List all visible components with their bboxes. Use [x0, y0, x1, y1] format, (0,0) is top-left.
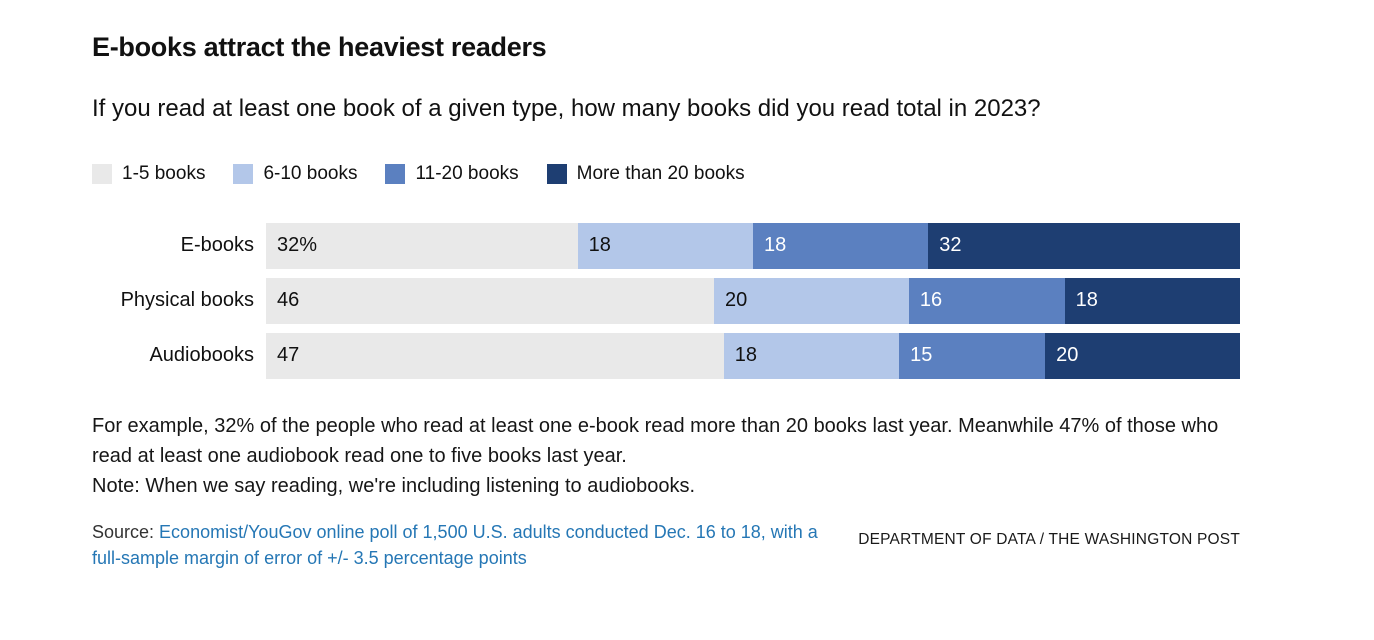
legend-swatch: [233, 163, 254, 184]
attribution: DEPARTMENT OF DATA / THE WASHINGTON POST: [858, 530, 1240, 548]
bar-segment: 47: [266, 332, 724, 379]
legend-swatch: [92, 163, 112, 184]
bar-segment: 20: [714, 277, 909, 324]
legend-label: 11-20 books: [415, 162, 519, 184]
bar-segment: 18: [723, 332, 900, 379]
bar-track: 47 18 15 20: [266, 332, 1240, 379]
chart-legend: 1-5 books 6-10 books 11-20 books More than …: [92, 163, 1240, 185]
example-note: For example, 32% of the people who read …: [92, 414, 1219, 467]
stacked-bar-chart: E-books 32% 18 18 32 Physical books 46 20 16 18 Au…: [92, 222, 1240, 379]
legend-swatch: [546, 163, 567, 184]
legend-label: 1-5 books: [122, 162, 206, 184]
bar-segment: 18: [752, 222, 929, 269]
chart-subtitle: If you read at least one book of a given…: [92, 95, 1041, 122]
bar-row: Physical books 46 20 16 18: [92, 277, 1240, 324]
chart-card: E-books attract the heaviest readers If …: [92, 32, 1240, 571]
legend-label: More than 20 books: [576, 162, 745, 184]
legend-item: 6-10 books: [233, 163, 357, 185]
bar-segment: 16: [908, 277, 1065, 324]
source-text: Source: Economist/YouGov online poll of …: [92, 519, 840, 571]
legend-label: 6-10 books: [263, 162, 358, 184]
bar-segment: 20: [1045, 332, 1240, 379]
bar-segment: 32: [928, 222, 1240, 269]
bar-segment: 15: [899, 332, 1046, 379]
legend-item: More than 20 books: [546, 162, 745, 185]
bar-segment: 46: [266, 277, 715, 324]
chart-title: E-books attract the heaviest readers: [92, 32, 547, 62]
bar-row: Audiobooks 47 18 15 20: [92, 332, 1240, 379]
legend-swatch: [385, 163, 406, 184]
source-link[interactable]: Economist/YouGov online poll of 1,500 U.…: [92, 521, 818, 568]
bar-row: E-books 32% 18 18 32: [92, 222, 1240, 269]
notes-block: For example, 32% of the people who read …: [92, 411, 1240, 501]
bar-segment: 18: [577, 222, 753, 269]
legend-item: 1-5 books: [92, 163, 205, 185]
bar-track: 32% 18 18 32: [266, 222, 1240, 269]
chart-footer: Source: Economist/YouGov online poll of …: [92, 519, 1240, 571]
bar-track: 46 20 16 18: [266, 277, 1240, 324]
category-label: E-books: [180, 234, 254, 257]
category-label: Physical books: [120, 289, 254, 312]
bar-segment: 18: [1064, 277, 1240, 324]
category-label: Audiobooks: [149, 344, 254, 367]
methodology-note: Note: When we say reading, we're includi…: [92, 474, 696, 497]
legend-item: 11-20 books: [385, 162, 519, 185]
bar-segment: 32%: [266, 222, 578, 269]
source-prefix: Source:: [92, 521, 160, 542]
